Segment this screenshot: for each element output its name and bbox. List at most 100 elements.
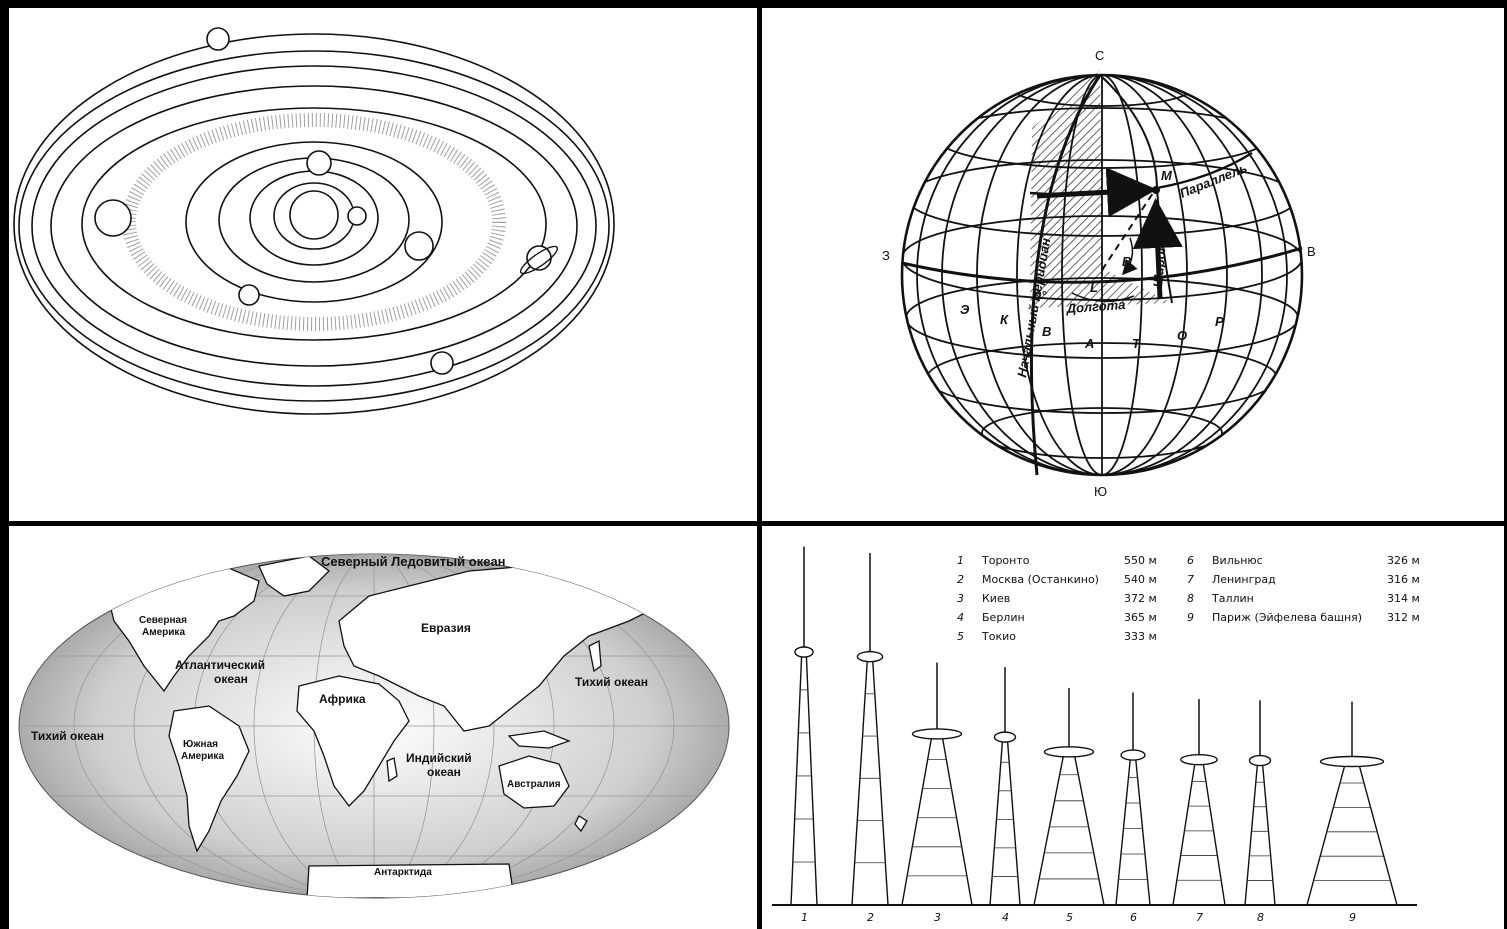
tower-8 bbox=[1244, 700, 1276, 906]
legend-height-4: 365 м bbox=[1124, 611, 1157, 624]
legend-height-8: 314 м bbox=[1387, 592, 1420, 605]
label-arctic: Северный Ледовитый океан bbox=[321, 554, 506, 569]
towers-diagram: 1 Торонто 550 м 2 Москва (Останкино) 540 м 3 Ки… bbox=[772, 546, 1420, 924]
tower-axis-num-4: 4 bbox=[1002, 911, 1009, 924]
legend-num-8: 8 bbox=[1187, 592, 1194, 605]
legend-height-7: 316 м bbox=[1387, 573, 1420, 586]
legend-height-9: 312 м bbox=[1387, 611, 1420, 624]
tower-9 bbox=[1306, 701, 1398, 906]
solar-system-panel bbox=[9, 8, 757, 521]
orbit-7 bbox=[31, 65, 597, 387]
lat-symbol: B bbox=[1122, 254, 1131, 269]
tower-6 bbox=[1115, 692, 1151, 906]
world-map: Северный Ледовитый океан Северная Америк… bbox=[18, 553, 730, 899]
legend-num-4: 4 bbox=[957, 611, 964, 624]
globe-diagram: С Ю З В М Параллель Широта Долгота Начал… bbox=[882, 48, 1316, 499]
legend-num-9: 9 bbox=[1187, 611, 1194, 624]
tower-3 bbox=[901, 662, 973, 906]
tower-1-pod bbox=[794, 646, 814, 658]
towers-panel: 1 Торонто 550 м 2 Москва (Останкино) 540 м 3 Ки… bbox=[762, 526, 1504, 929]
solar-system-diagram bbox=[13, 27, 615, 415]
planet-earth bbox=[404, 231, 434, 261]
orbit-8 bbox=[18, 50, 610, 402]
tower-axis-num-8: 8 bbox=[1257, 911, 1264, 924]
towers-group bbox=[790, 546, 1398, 906]
legend-num-1: 1 bbox=[957, 554, 964, 567]
legend-name-2: Москва (Останкино) bbox=[982, 573, 1099, 586]
legend-height-5: 333 м bbox=[1124, 630, 1157, 643]
tower-2 bbox=[851, 553, 889, 906]
frame-divider-horizontal bbox=[0, 521, 1507, 526]
legend-height-3: 372 м bbox=[1124, 592, 1157, 605]
label-indian-2: океан bbox=[427, 765, 461, 779]
point-m bbox=[1152, 186, 1160, 194]
lon-symbol: L bbox=[1090, 280, 1098, 295]
legend-name-8: Таллин bbox=[1211, 592, 1254, 605]
longitude-arc bbox=[1071, 292, 1135, 303]
zero-label: 0° bbox=[1034, 288, 1047, 303]
legend-num-6: 6 bbox=[1187, 554, 1194, 567]
label-atlantic-1: Атлантический bbox=[175, 658, 265, 672]
tower-axis-num-7: 7 bbox=[1196, 911, 1203, 924]
landmass-eurasia bbox=[338, 565, 660, 732]
tower-numbers: 1 2 3 4 5 6 7 8 9 bbox=[801, 911, 1356, 924]
globe-outline bbox=[900, 73, 1304, 477]
tower-5-pod bbox=[1043, 746, 1095, 758]
tower-3-pod bbox=[911, 728, 963, 740]
orbit-9 bbox=[13, 33, 615, 415]
longitude-hatch bbox=[1030, 268, 1172, 308]
legend-height-6: 326 м bbox=[1387, 554, 1420, 567]
planet-neptune bbox=[206, 27, 230, 51]
frame-right bbox=[1504, 0, 1507, 929]
west-label: З bbox=[882, 248, 890, 263]
world-map-panel: Северный Ледовитый океан Северная Америк… bbox=[9, 526, 757, 929]
longitude-label: Долгота bbox=[1065, 297, 1126, 316]
landmass-australia bbox=[498, 755, 570, 809]
latitude-arc bbox=[1122, 237, 1138, 276]
tower-2-pod bbox=[856, 650, 884, 663]
longitude-arrow bbox=[1036, 167, 1157, 218]
legend-height-2: 540 м bbox=[1124, 573, 1157, 586]
tower-4-pod bbox=[993, 731, 1017, 743]
label-south-america-1: Южная bbox=[183, 739, 218, 750]
planet-mercury bbox=[347, 206, 367, 226]
latitude-label: Широта bbox=[1150, 232, 1170, 288]
landmass-new-zealand bbox=[574, 815, 588, 833]
legend-num-7: 7 bbox=[1187, 573, 1194, 586]
label-pacific-east: Тихий океан bbox=[575, 675, 648, 689]
label-africa: Африка bbox=[319, 692, 366, 706]
tower-5 bbox=[1033, 687, 1105, 906]
planet-jupiter bbox=[94, 199, 132, 237]
tower-6-pod bbox=[1120, 749, 1146, 761]
globe-panel: С Ю З В М Параллель Широта Долгота Начал… bbox=[762, 8, 1504, 521]
label-north-america-1: Северная bbox=[139, 615, 187, 626]
legend-num-3: 3 bbox=[957, 592, 964, 605]
landmass-madagascar bbox=[386, 757, 398, 783]
equator-letter-v: В bbox=[1042, 324, 1051, 339]
frame-divider-vertical bbox=[757, 0, 762, 929]
label-eurasia: Евразия bbox=[421, 621, 471, 635]
label-north-america-2: Америка bbox=[142, 627, 185, 638]
landmass-indonesia bbox=[507, 730, 571, 749]
legend-name-4: Берлин bbox=[982, 611, 1025, 624]
saturn-ring bbox=[519, 245, 559, 275]
legend-name-3: Киев bbox=[982, 592, 1010, 605]
planet-venus bbox=[306, 150, 332, 176]
tower-7 bbox=[1172, 699, 1226, 906]
landmass-south-america bbox=[168, 705, 250, 853]
equator-letter-o: О bbox=[1177, 328, 1187, 343]
planet-uranus bbox=[430, 351, 454, 375]
tower-axis-num-9: 9 bbox=[1349, 911, 1356, 924]
landmass-africa bbox=[296, 675, 410, 807]
tower-4 bbox=[989, 667, 1021, 906]
equator-letter-k: К bbox=[1000, 312, 1009, 327]
sun bbox=[289, 190, 339, 240]
label-indian-1: Индийский bbox=[406, 751, 472, 765]
label-south-america-2: Америка bbox=[181, 751, 224, 762]
east-label: В bbox=[1307, 244, 1316, 259]
legend-num-2: 2 bbox=[957, 573, 964, 586]
tower-9-pod bbox=[1319, 755, 1385, 768]
orbit-6 bbox=[50, 85, 578, 367]
frame-left bbox=[0, 0, 9, 929]
tower-8-pod bbox=[1248, 754, 1272, 767]
